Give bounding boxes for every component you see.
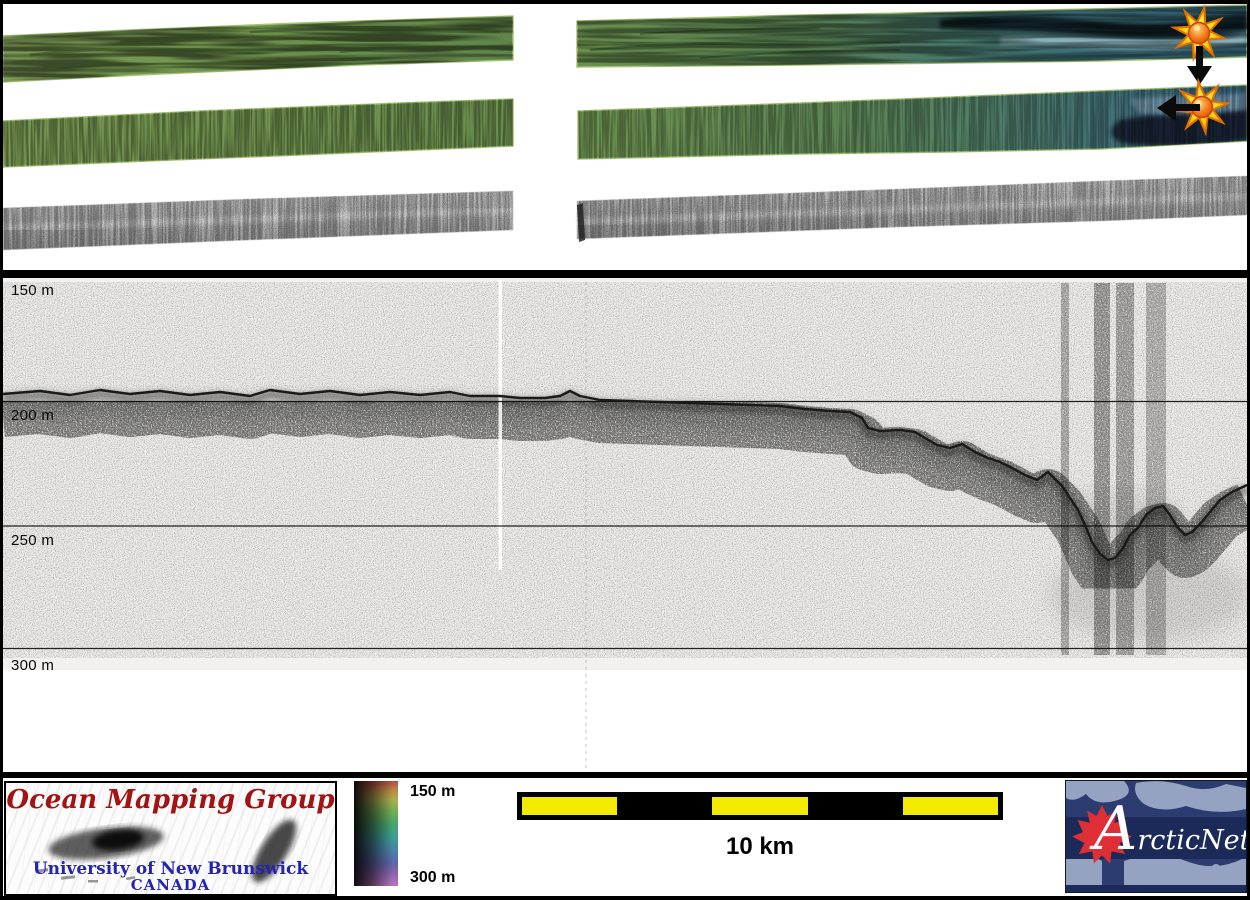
depth-label-300m: 300 m <box>11 657 55 674</box>
backscatter-strip-left <box>2 190 514 251</box>
profile-speckle <box>3 282 1247 658</box>
arcticnet-bottom-band <box>1066 885 1246 892</box>
scale-bar-segment <box>617 792 712 820</box>
data-gap-line <box>498 280 502 570</box>
depth-colorbar <box>354 781 398 886</box>
down-arrow-icon <box>1187 46 1212 85</box>
blast-marker-1 <box>1167 1 1231 85</box>
scale-bar-segment <box>522 797 618 815</box>
backscatter-strip-right <box>576 175 1248 242</box>
scale-bar-segment <box>808 792 903 820</box>
bathymetry-strip-2-right <box>577 84 1248 160</box>
omg-subtitle: University of New Brunswick <box>32 859 309 879</box>
omg-country: CANADA <box>130 876 211 894</box>
arcticnet-wordmark: ArcticNet <box>1094 799 1247 859</box>
scale-bar-segment <box>902 797 999 815</box>
left-arrow-icon <box>1157 95 1200 121</box>
omg-title: Ocean Mapping Group <box>6 785 335 815</box>
footer-divider <box>0 772 1250 778</box>
bathymetry-strip-2-left <box>2 98 514 168</box>
colorbar-bottom-label: 300 m <box>410 869 456 886</box>
maple-leaf-icon <box>1072 805 1132 864</box>
arcticnet-rest: rcticNet <box>1137 825 1247 856</box>
panel-divider <box>0 270 1250 278</box>
arcticnet-initial: A <box>1094 794 1138 864</box>
arcticnet-logo: ArcticNet <box>1065 780 1247 893</box>
scale-bar-label: 10 km <box>725 833 795 860</box>
scale-bar <box>517 792 1003 820</box>
subbottom-profile-panel <box>3 278 1247 772</box>
blast-marker-2 <box>1157 76 1233 138</box>
bathymetry-strip-1-left <box>2 15 514 83</box>
footer: Ocean Mapping Group University of New Br… <box>0 778 1250 900</box>
depth-label-150m: 150 m <box>11 282 55 299</box>
swath-panel <box>2 1 1248 251</box>
arctic-map-islands <box>1066 781 1246 885</box>
scale-bar-segment <box>712 797 808 815</box>
depth-label-250m: 250 m <box>11 532 55 549</box>
colorbar-top-label: 150 m <box>410 783 456 800</box>
omg-sonar-image <box>35 819 297 883</box>
depth-label-200m: 200 m <box>11 407 55 424</box>
bathymetry-strip-1-right <box>576 4 1248 68</box>
omg-logo: Ocean Mapping Group University of New Br… <box>4 781 337 896</box>
arcticnet-map-graphic <box>1066 781 1246 892</box>
